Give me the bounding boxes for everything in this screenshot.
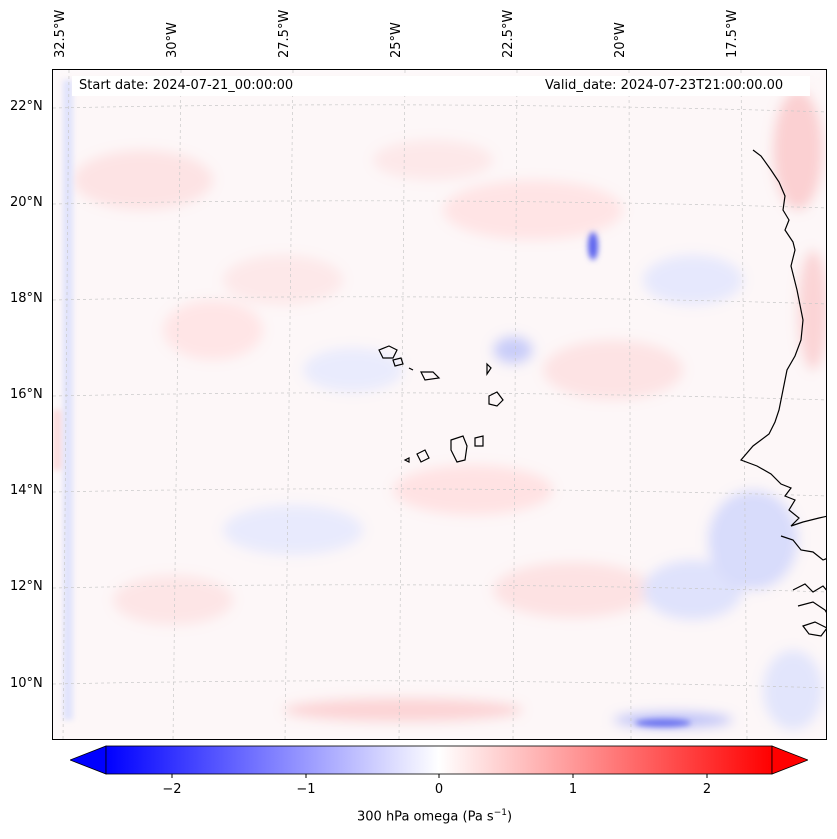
colorbar-label-text: 300 hPa omega (Pa s [357,809,494,825]
lat-label-14n: 14°N [10,483,43,498]
lat-label-22n: 22°N [10,99,43,114]
colorbar-tick-0: 0 [434,782,444,797]
lon-label-25w: 25°W [389,22,404,58]
start-date-label: Start date: 2024-07-21_00:00:00 [79,78,294,93]
colorbar-extend-max [771,745,808,775]
colorbar-tick-1: 1 [568,782,578,797]
valid-date-label: Valid_date: 2024-07-23T21:00:00.00 [545,78,784,93]
map-field-svg [53,70,826,739]
colorbar-extend-min [70,745,107,775]
colorbar-tick-2: 2 [702,782,712,797]
lat-label-18n: 18°N [10,291,43,306]
colorbar [70,745,808,778]
map-frame [52,69,827,740]
colorbar-tick-minus1: −1 [296,782,316,797]
lon-label-20w: 20°W [613,22,628,58]
lat-label-20n: 20°N [10,195,43,210]
lat-label-10n: 10°N [10,676,43,691]
cape-verde-islands [378,345,504,463]
colorbar-gradient [105,745,773,775]
lon-label-17-5w: 17.5°W [725,9,740,58]
lat-label-12n: 12°N [10,579,43,594]
lon-label-22-5w: 22.5°W [501,9,516,58]
header-strip [72,76,810,96]
africa-coastline [739,149,826,527]
lon-label-32-5w: 32.5°W [53,9,68,58]
lat-label-16n: 16°N [10,387,43,402]
colorbar-label: 300 hPa omega (Pa s−1) [357,808,512,824]
lon-label-27-5w: 27.5°W [277,9,292,58]
colorbar-label-sup: −1 [493,808,507,818]
colorbar-tick-minus2: −2 [162,782,182,797]
omega-field [53,70,826,739]
colorbar-label-close: ) [506,809,513,825]
lon-label-30w: 30°W [165,22,180,58]
graticule [53,70,826,739]
